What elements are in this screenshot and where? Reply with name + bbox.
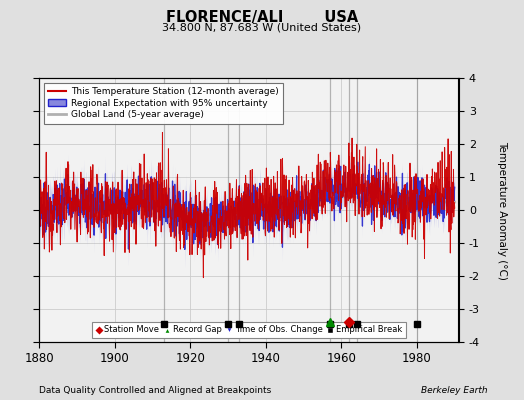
Text: FLORENCE/ALI        USA: FLORENCE/ALI USA xyxy=(166,10,358,25)
Text: Data Quality Controlled and Aligned at Breakpoints: Data Quality Controlled and Aligned at B… xyxy=(39,386,271,395)
Text: Berkeley Earth: Berkeley Earth xyxy=(421,386,487,395)
Legend: Station Move, Record Gap, Time of Obs. Change, Empirical Break: Station Move, Record Gap, Time of Obs. C… xyxy=(92,322,406,338)
Y-axis label: Temperature Anomaly (°C): Temperature Anomaly (°C) xyxy=(497,140,507,280)
Text: 34.800 N, 87.683 W (United States): 34.800 N, 87.683 W (United States) xyxy=(162,22,362,32)
